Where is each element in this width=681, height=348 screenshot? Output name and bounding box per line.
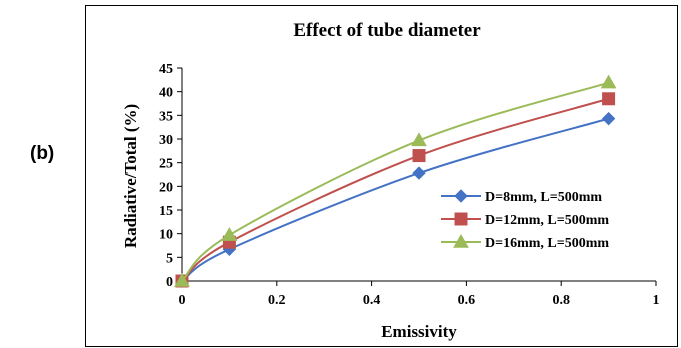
chart-frame: Effect of tube diameter Radiative/Total … bbox=[85, 5, 678, 347]
data-point bbox=[412, 149, 426, 163]
x-tick-label: 0.4 bbox=[363, 293, 381, 308]
y-tick-label: 10 bbox=[159, 228, 173, 243]
y-tick-label: 45 bbox=[159, 62, 173, 77]
data-point bbox=[411, 132, 427, 147]
series-layer bbox=[174, 74, 617, 288]
legend: D=8mm, L=500mm D=12mm, L=500mm D=16mm, L=5… bbox=[441, 189, 609, 251]
series-line bbox=[181, 97, 609, 282]
y-tick-label: 0 bbox=[166, 275, 173, 290]
legend-label: D=16mm, L=500mm bbox=[485, 236, 609, 251]
series-line bbox=[181, 117, 609, 282]
x-axis-label: Emissivity bbox=[381, 322, 457, 341]
y-tick-label: 30 bbox=[159, 133, 173, 148]
series-line bbox=[181, 81, 609, 282]
x-tick-label: 0.2 bbox=[268, 293, 286, 308]
legend-marker bbox=[454, 212, 468, 226]
chart-title: Effect of tube diameter bbox=[293, 20, 481, 41]
x-tick-label: 0.6 bbox=[458, 293, 476, 308]
data-point bbox=[412, 166, 426, 180]
legend-label: D=12mm, L=500mm bbox=[485, 213, 609, 228]
legend-entry: D=16mm, L=500mm bbox=[441, 233, 609, 251]
data-point bbox=[174, 272, 190, 287]
y-tick-label: 25 bbox=[159, 157, 173, 172]
y-tick-label: 5 bbox=[166, 251, 173, 266]
legend-entry: D=12mm, L=500mm bbox=[441, 212, 609, 228]
x-tick-label: 0 bbox=[179, 293, 186, 308]
series-3 bbox=[174, 74, 617, 287]
axes: 0 5 10 15 20 25 30 35 40 45 0 0.2 0.4 0.6 0.8 1 bbox=[159, 62, 660, 308]
data-point bbox=[601, 111, 616, 126]
legend-marker bbox=[454, 189, 468, 203]
y-tick-label: 20 bbox=[159, 180, 173, 195]
chart-svg: Effect of tube diameter Radiative/Total … bbox=[121, 20, 660, 341]
y-tick-label: 15 bbox=[159, 204, 173, 219]
y-tick-label: 40 bbox=[159, 86, 173, 101]
x-tick-label: 0.8 bbox=[552, 293, 570, 308]
x-tick-label: 1 bbox=[653, 293, 660, 308]
legend-entry: D=8mm, L=500mm bbox=[441, 189, 602, 205]
y-axis-label: Radiative/Total (%) bbox=[121, 104, 140, 248]
data-point bbox=[600, 74, 617, 89]
legend-label: D=8mm, L=500mm bbox=[485, 190, 602, 205]
y-tick-label: 35 bbox=[159, 109, 173, 124]
data-point bbox=[221, 227, 238, 241]
panel-label: (b) bbox=[30, 143, 55, 164]
data-point bbox=[602, 92, 616, 106]
legend-marker bbox=[453, 233, 469, 248]
